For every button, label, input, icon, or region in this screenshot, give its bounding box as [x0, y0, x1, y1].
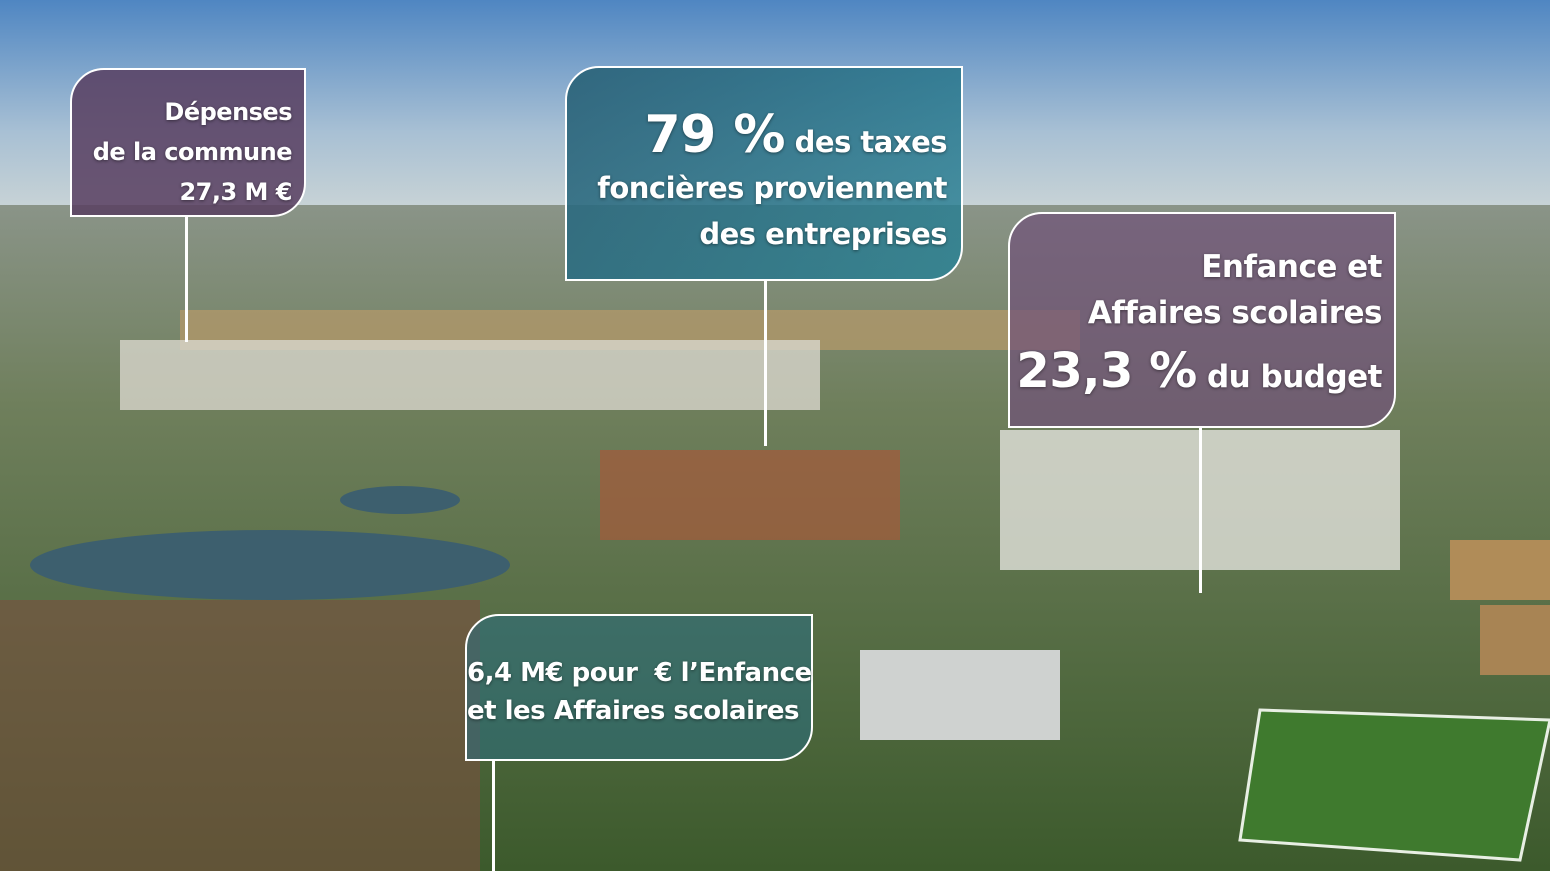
callout-line: des entreprises	[567, 211, 947, 257]
callout-line: et les Affaires scolaires	[467, 692, 797, 730]
callout-line: Dépenses	[72, 92, 292, 132]
callout-line: 6,4 M€ pour € l’Enfance	[467, 654, 797, 692]
callout-line: 79 % des taxes	[567, 106, 947, 165]
field	[1480, 605, 1550, 675]
leader-line	[764, 280, 767, 446]
football-field	[1240, 710, 1550, 860]
callout-line: Affaires scolaires	[1010, 290, 1382, 336]
callout-line: 27,3 M €	[72, 172, 292, 212]
callout-line: 23,3 % du budget	[1010, 336, 1382, 406]
callout: 79 % des taxes foncières proviennent des…	[565, 66, 963, 281]
field	[1450, 540, 1550, 600]
leader-line	[185, 216, 188, 342]
callout: Dépenses de la commune 27,3 M €	[70, 68, 306, 217]
callout-line: foncières proviennent	[567, 165, 947, 211]
callout-text: du budget	[1207, 359, 1382, 395]
callout-line: Enfance et	[1010, 244, 1382, 290]
highlight: 79 %	[644, 105, 785, 165]
callout-text: des taxes	[795, 125, 947, 159]
leader-line	[492, 760, 495, 871]
leader-line	[1199, 427, 1202, 593]
lake	[30, 530, 510, 600]
building	[860, 650, 1060, 740]
roofs	[600, 450, 900, 540]
buildings	[120, 340, 820, 410]
houses	[0, 600, 480, 871]
lake	[340, 486, 460, 514]
page: Dépenses de la commune 27,3 M € 79 % des…	[0, 0, 1550, 871]
callout: 6,4 M€ pour € l’Enfance et les Affaires …	[465, 614, 813, 761]
highlight: 23,3 %	[1016, 343, 1196, 399]
callout: Enfance et Affaires scolaires 23,3 % du …	[1008, 212, 1396, 428]
callout-line: de la commune	[72, 132, 292, 172]
